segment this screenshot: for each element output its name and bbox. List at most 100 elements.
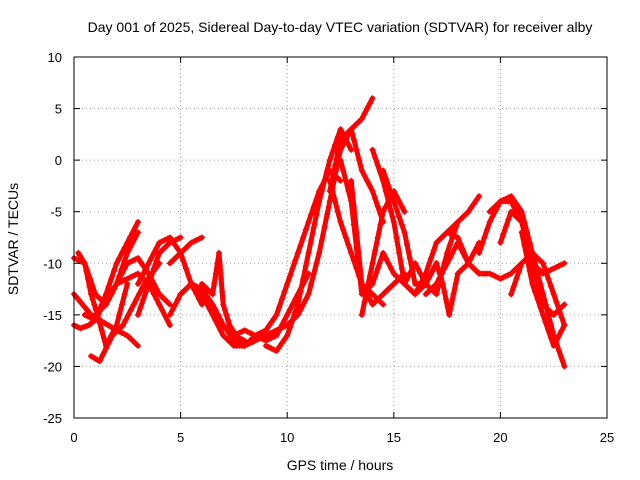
data-point-marker [129,257,136,264]
data-point-marker [516,268,523,275]
data-point-marker [198,234,205,241]
data-point-marker [406,270,413,277]
data-point-marker [278,296,285,303]
data-point-marker [98,327,105,334]
data-point-marker [340,167,347,174]
data-point-marker [300,234,307,241]
data-point-marker [412,291,419,298]
data-point-marker [428,255,435,262]
data-point-marker [124,249,131,256]
data-point-marker [262,342,269,349]
data-point-marker [102,345,109,352]
data-point-marker [492,273,499,280]
data-point-marker [238,328,245,335]
data-point-marker [556,306,563,313]
data-point-marker [137,258,144,265]
series-track-17 [262,126,355,354]
data-point-marker [476,249,483,256]
x-tick-label: 0 [70,430,77,445]
data-point-marker [108,275,115,282]
series-track-29 [433,239,483,318]
data-point-marker [481,234,488,241]
data-point-marker [132,271,139,278]
data-point-marker [305,249,312,256]
data-point-marker [401,208,408,215]
data-point-marker [433,280,440,287]
data-point-marker [558,261,565,268]
data-point-marker [124,239,131,246]
data-point-marker [140,270,147,277]
data-point-marker [524,255,531,262]
data-point-marker [217,327,224,334]
data-point-marker [92,317,99,324]
data-point-marker [118,270,125,277]
data-point-marker [326,198,333,205]
data-point-marker [212,317,219,324]
data-point-marker [265,331,272,338]
data-point-marker [358,280,365,287]
data-point-marker [382,175,389,182]
data-point-marker [212,270,219,277]
data-point-marker [374,203,381,210]
data-point-marker [534,296,541,303]
data-point-marker [449,249,456,256]
data-point-marker [136,291,143,298]
data-point-marker [166,234,173,241]
data-point-marker [518,229,525,236]
data-point-marker [198,301,205,308]
data-point-marker [249,338,256,345]
data-point-marker [297,288,304,295]
data-point-marker [169,238,176,245]
data-point-marker [350,257,357,264]
data-point-marker [553,264,560,271]
data-point-marker [454,234,461,241]
data-point-marker [169,306,176,313]
data-point-marker [484,226,491,233]
data-point-marker [558,327,565,334]
data-point-marker [478,242,485,249]
data-point-marker [100,335,107,342]
data-point-marker [91,301,98,308]
data-point-marker [436,270,443,277]
y-tick-label: 5 [55,102,62,117]
data-point-marker [86,314,93,321]
data-point-marker [326,177,333,184]
data-point-marker [281,336,288,343]
data-point-marker [556,262,563,269]
data-point-marker [172,237,179,244]
data-point-marker [262,332,269,339]
data-point-marker [558,314,565,321]
data-point-marker [230,337,237,344]
data-point-marker [372,154,379,161]
data-point-marker [340,226,347,233]
data-point-marker [118,329,125,336]
data-point-marker [137,304,144,311]
data-point-marker [486,219,493,226]
data-point-marker [326,157,333,164]
data-point-marker [241,342,248,349]
data-point-marker [540,260,547,267]
data-point-marker [244,328,251,335]
data-point-marker [300,275,307,282]
data-point-marker [268,335,275,342]
series-track-11 [166,234,205,267]
data-point-marker [412,260,419,267]
data-point-marker [113,260,120,267]
x-tick-label: 15 [387,430,401,445]
data-point-marker [366,273,373,280]
data-point-marker [81,311,88,318]
data-point-marker [366,296,373,303]
data-point-marker [342,177,349,184]
data-point-marker [134,342,141,349]
data-point-marker [348,146,355,153]
data-point-marker [113,280,120,287]
data-point-marker [448,301,455,308]
data-point-marker [129,229,136,236]
data-point-marker [158,306,165,313]
data-point-marker [364,105,371,112]
data-point-marker [150,291,157,298]
data-point-marker [273,311,280,318]
data-point-marker [313,211,320,218]
data-point-marker [513,275,520,282]
